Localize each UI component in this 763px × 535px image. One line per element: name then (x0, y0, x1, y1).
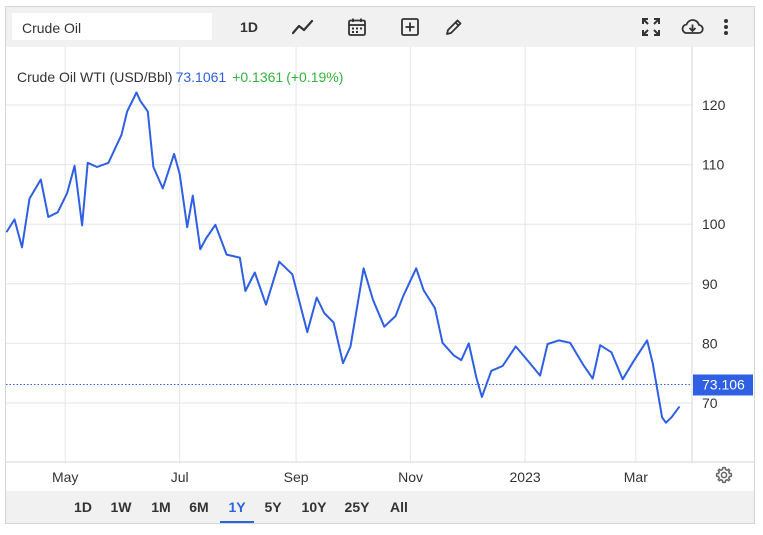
more-vertical-icon[interactable] (718, 13, 734, 41)
y-tick-label: 120 (702, 97, 726, 113)
x-tick-label: 2023 (510, 469, 541, 485)
interval-button[interactable]: 1D (240, 19, 258, 35)
legend-change: +0.1361 (232, 69, 284, 85)
chart-legend: Crude Oil WTI (USD/Bbl) 73.1061 +0.1361 (+0… (17, 69, 343, 85)
range-button-1d[interactable]: 1D (74, 499, 92, 515)
range-button-1y[interactable]: 1Y (220, 491, 254, 523)
y-tick-label: 110 (702, 157, 725, 173)
range-button-25y[interactable]: 25Y (344, 499, 370, 515)
range-button-10y[interactable]: 10Y (301, 499, 327, 515)
y-tick-label: 70 (702, 395, 718, 411)
range-button-1w[interactable]: 1W (110, 499, 132, 515)
series-line-crude-oil (6, 91, 680, 424)
range-button-6m[interactable]: 6M (189, 499, 209, 515)
x-tick-label: Jul (171, 469, 189, 485)
toolbar: 1D (6, 7, 754, 47)
draw-pencil-icon[interactable] (442, 13, 466, 41)
download-cloud-icon[interactable] (679, 13, 705, 41)
range-button-5y[interactable]: 5Y (264, 499, 282, 515)
price-tag-label: 73.106 (702, 376, 745, 392)
x-tick-label: May (52, 469, 78, 485)
time-range-bar: 1D 1W 1M 6M 1Y 5Y 10Y 25Y All (6, 491, 754, 523)
price-tag-box (693, 374, 753, 396)
range-button-all[interactable]: All (390, 499, 408, 515)
calendar-icon[interactable] (345, 13, 369, 41)
x-tick-label: Nov (398, 469, 423, 485)
x-tick-label: Sep (284, 469, 309, 485)
fullscreen-icon[interactable] (639, 13, 663, 41)
x-tick-label: Mar (624, 469, 648, 485)
symbol-search-input[interactable] (12, 13, 212, 40)
y-tick-label: 80 (702, 335, 718, 351)
gear-icon[interactable] (714, 465, 734, 485)
legend-price: 73.1061 (175, 69, 227, 85)
add-indicator-icon[interactable] (398, 13, 422, 41)
y-tick-label: 90 (702, 276, 718, 292)
legend-symbol-name: Crude Oil WTI (USD/Bbl) (17, 69, 173, 85)
chart-area[interactable]: 70 80 90 100 110 120 May Jul Sep Nov 2023 Mar 73.106… (6, 47, 754, 491)
y-tick-label: 100 (702, 216, 726, 232)
line-chart-icon[interactable] (290, 13, 316, 41)
legend-change-percent: (+0.19%) (286, 69, 344, 85)
price-chart[interactable]: 70 80 90 100 110 120 May Jul Sep Nov 2023 Mar 73.106 (6, 47, 754, 491)
chart-widget: 1D 70 80 90 100 110 120 May Jul Sep Nov 2023 Mar 73.… (5, 6, 755, 524)
range-button-1m[interactable]: 1M (151, 499, 171, 515)
